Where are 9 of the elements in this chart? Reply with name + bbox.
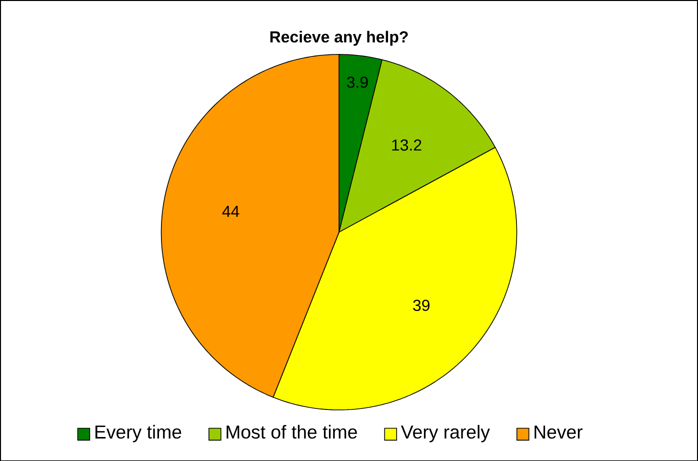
data-label: 3.9 (346, 76, 368, 88)
legend-label: Never (534, 425, 583, 438)
chart-title: Recieve any help? (270, 30, 408, 46)
data-label: 44 (222, 206, 240, 217)
legend-label: Every time (95, 424, 182, 442)
legend-label: Very rarely (400, 424, 490, 442)
legend-label: Most of the time (226, 424, 357, 438)
data-label: 39 (413, 300, 430, 311)
data-label: 13.2 (392, 139, 422, 151)
